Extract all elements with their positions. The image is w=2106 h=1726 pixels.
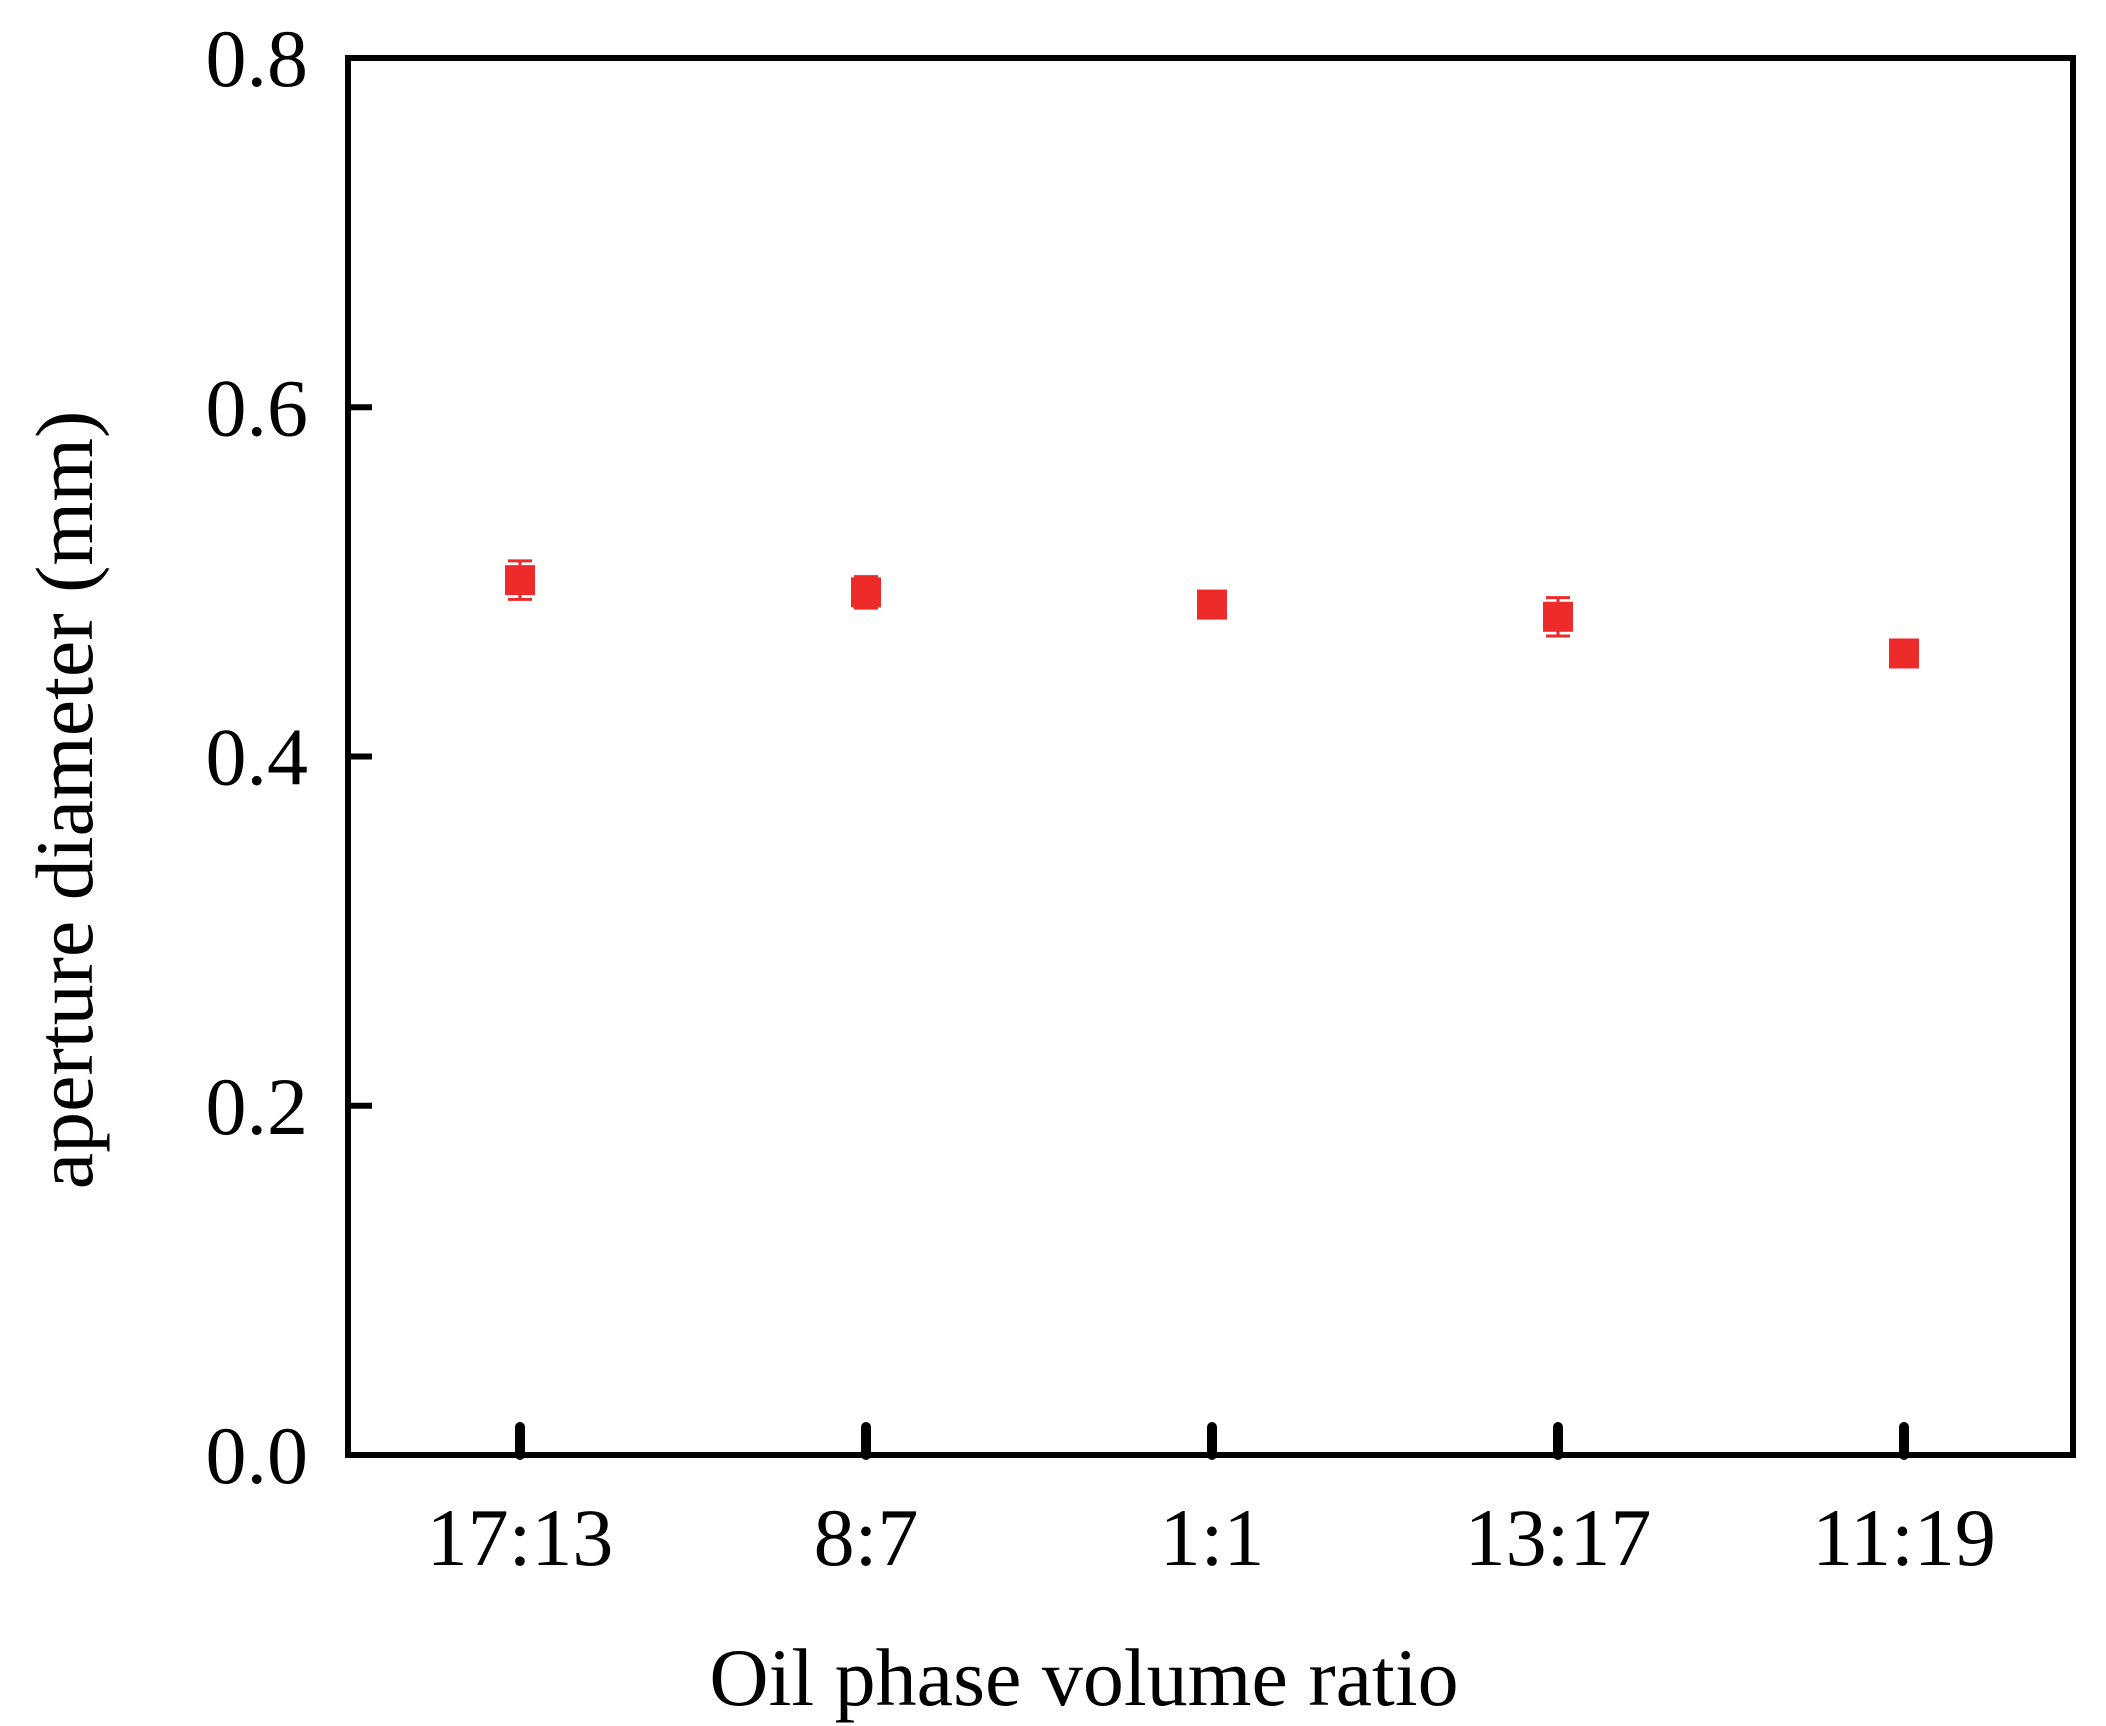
data-point [505, 559, 535, 601]
x-tick-label: 8:7 [814, 1492, 919, 1583]
x-axis-title: Oil phase volume ratio [709, 1632, 1458, 1723]
point-marker [505, 565, 535, 596]
data-point [1197, 589, 1227, 620]
y-axis-title: aperture diameter (mm) [19, 411, 110, 1190]
x-tick-label: 17:13 [427, 1492, 614, 1583]
data-series [505, 559, 1919, 669]
data-point [1889, 638, 1919, 669]
x-tick-label: 11:19 [1812, 1492, 1996, 1583]
y-tick-label: 0.2 [206, 1061, 309, 1152]
data-point [1543, 596, 1573, 638]
point-marker [1889, 638, 1919, 669]
y-tick-label: 0.4 [206, 712, 309, 803]
y-axis-ticks: 0.0 0.2 0.4 0.6 0.8 [206, 13, 372, 1501]
point-marker [1543, 601, 1573, 632]
y-tick-label: 0.6 [206, 362, 309, 453]
y-tick-label: 0.8 [206, 13, 309, 104]
point-marker [1197, 589, 1227, 620]
x-axis-ticks: 17:13 8:7 1:1 13:17 11:19 [427, 1422, 1996, 1583]
point-marker [851, 577, 881, 608]
y-tick-label: 0.0 [206, 1410, 309, 1501]
x-tick-label: 13:17 [1465, 1492, 1652, 1583]
data-point [851, 575, 881, 610]
plot-frame [345, 55, 2076, 1458]
x-tick-label: 1:1 [1160, 1492, 1265, 1583]
